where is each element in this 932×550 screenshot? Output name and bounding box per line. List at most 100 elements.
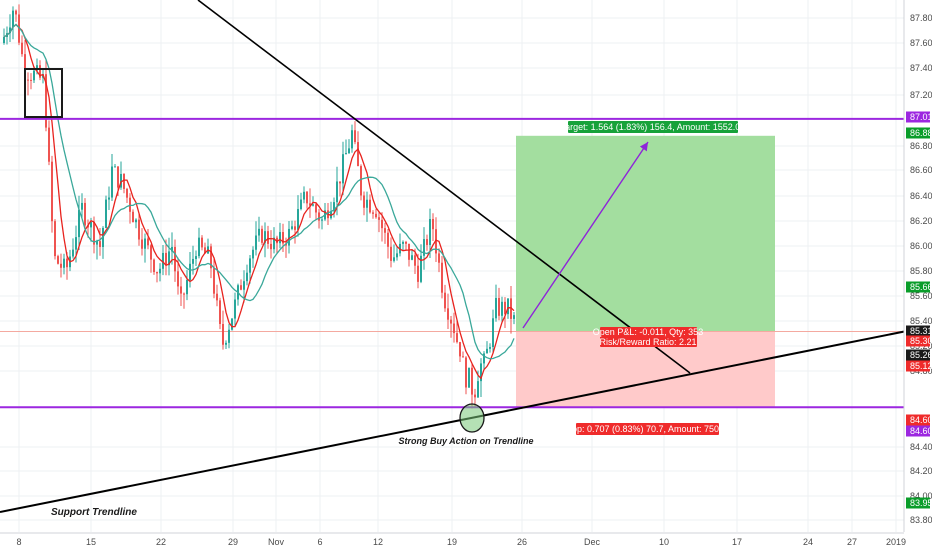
candle-body — [45, 74, 47, 128]
candle-body — [21, 42, 23, 55]
candle-body — [12, 10, 14, 28]
candle-body — [81, 202, 83, 210]
candle-body — [129, 197, 131, 212]
candle-body — [132, 211, 134, 223]
candle-body — [396, 253, 398, 258]
candle-body — [372, 212, 374, 214]
candle-body — [486, 348, 488, 354]
candle-body — [165, 252, 167, 266]
candle-body — [192, 258, 194, 264]
candle-body — [123, 173, 125, 189]
y-tick-label: 87.600 — [910, 38, 932, 48]
x-tick-label: 8 — [16, 537, 21, 547]
candle-body — [450, 319, 452, 324]
candle-body — [255, 235, 257, 250]
candle-body — [291, 226, 293, 229]
candle-body — [39, 65, 41, 78]
price-tag: 84.609 — [906, 414, 932, 426]
candle-body — [225, 342, 227, 345]
candle-body — [228, 329, 230, 343]
stop-label-text: Stop: 0.707 (0.83%) 70.7, Amount: 750.43 — [563, 424, 731, 434]
slow-ma-line — [3, 23, 515, 360]
y-tick-label: 84.200 — [910, 466, 932, 476]
target-arrow — [522, 141, 649, 329]
candle-body — [189, 263, 191, 280]
candle-body — [441, 262, 443, 293]
candle-body — [183, 293, 185, 295]
candle-body — [90, 221, 92, 228]
candle-body — [420, 255, 422, 282]
y-tick-label: 86.200 — [910, 216, 932, 226]
price-tag-text: 83.956 — [910, 498, 932, 508]
candle-body — [54, 221, 56, 257]
descending-trendline — [197, 0, 691, 374]
time-axis[interactable]: 8 15 22 29 Nov 6 12 19 26 Dec 10 17 24 27 2019 — [0, 532, 906, 550]
candle-body — [468, 367, 470, 388]
x-tick-label: 27 — [847, 537, 857, 547]
candle-body — [354, 130, 356, 143]
candle-body — [201, 237, 203, 248]
y-tick-label: 86.000 — [910, 241, 932, 251]
candle-body — [204, 247, 206, 254]
candle-body — [393, 257, 395, 261]
price-tag: 85.128 — [906, 360, 932, 372]
candle-body — [60, 263, 62, 268]
candle-body — [138, 219, 140, 240]
candle-body — [48, 127, 50, 162]
buy-point-circle — [459, 403, 485, 433]
price-tag: 83.956 — [906, 497, 932, 509]
open-pnl-text: Open P&L: -0.011, Qty: 353 — [593, 327, 703, 337]
y-tick-label: 86.400 — [910, 191, 932, 201]
candle-body — [378, 217, 380, 220]
candle-body — [231, 318, 233, 330]
candle-body — [252, 249, 254, 259]
candle-body — [63, 258, 65, 268]
candle-body — [111, 166, 113, 198]
candle-body — [177, 271, 179, 287]
candle-body — [369, 199, 371, 213]
candlesticks — [3, 4, 515, 409]
candle-body — [297, 209, 299, 230]
candle-body — [402, 241, 404, 244]
candle-body — [501, 301, 503, 316]
x-tick-label: 2019 — [886, 537, 906, 547]
position-zones — [0, 135, 904, 408]
candle-body — [246, 272, 248, 282]
y-tick-label: 85.800 — [910, 266, 932, 276]
x-tick-label: 17 — [732, 537, 742, 547]
x-tick-label: 12 — [373, 537, 383, 547]
y-tick-label: 87.800 — [910, 13, 932, 23]
candle-body — [504, 301, 506, 315]
candle-body — [477, 381, 479, 398]
candle-body — [465, 357, 467, 388]
y-tick-label: 85.400 — [910, 316, 932, 326]
y-tick-label: 83.800 — [910, 515, 932, 525]
candle-body — [117, 166, 119, 188]
candle-body — [426, 239, 428, 245]
candle-body — [279, 232, 281, 244]
candle-body — [495, 297, 497, 319]
candle-body — [141, 239, 143, 249]
candle-body — [414, 255, 416, 266]
candle-body — [168, 251, 170, 266]
candle-body — [315, 204, 317, 213]
candle-body — [9, 27, 11, 34]
candle-body — [459, 342, 461, 357]
candle-body — [276, 237, 278, 244]
candle-body — [366, 199, 368, 208]
candle-body — [147, 238, 149, 246]
candle-body — [480, 363, 482, 382]
candle-body — [360, 166, 362, 196]
candle-body — [306, 191, 308, 204]
trendlines[interactable] — [0, 0, 932, 513]
candle-body — [270, 243, 272, 250]
y-tick-label: 86.600 — [910, 165, 932, 175]
position-labels: Target: 1.564 (1.83%) 156.4, Amount: 155… — [51, 121, 745, 518]
price-axis[interactable]: 87.800 87.600 87.400 87.200 86.800 86.600 86.4… — [903, 0, 932, 550]
stop-label: Stop: 0.707 (0.83%) 70.7, Amount: 750.43 — [563, 423, 732, 435]
candle-body — [498, 297, 500, 316]
candle-body — [489, 347, 491, 349]
x-tick-label: Dec — [584, 537, 601, 547]
candle-body — [345, 153, 347, 155]
